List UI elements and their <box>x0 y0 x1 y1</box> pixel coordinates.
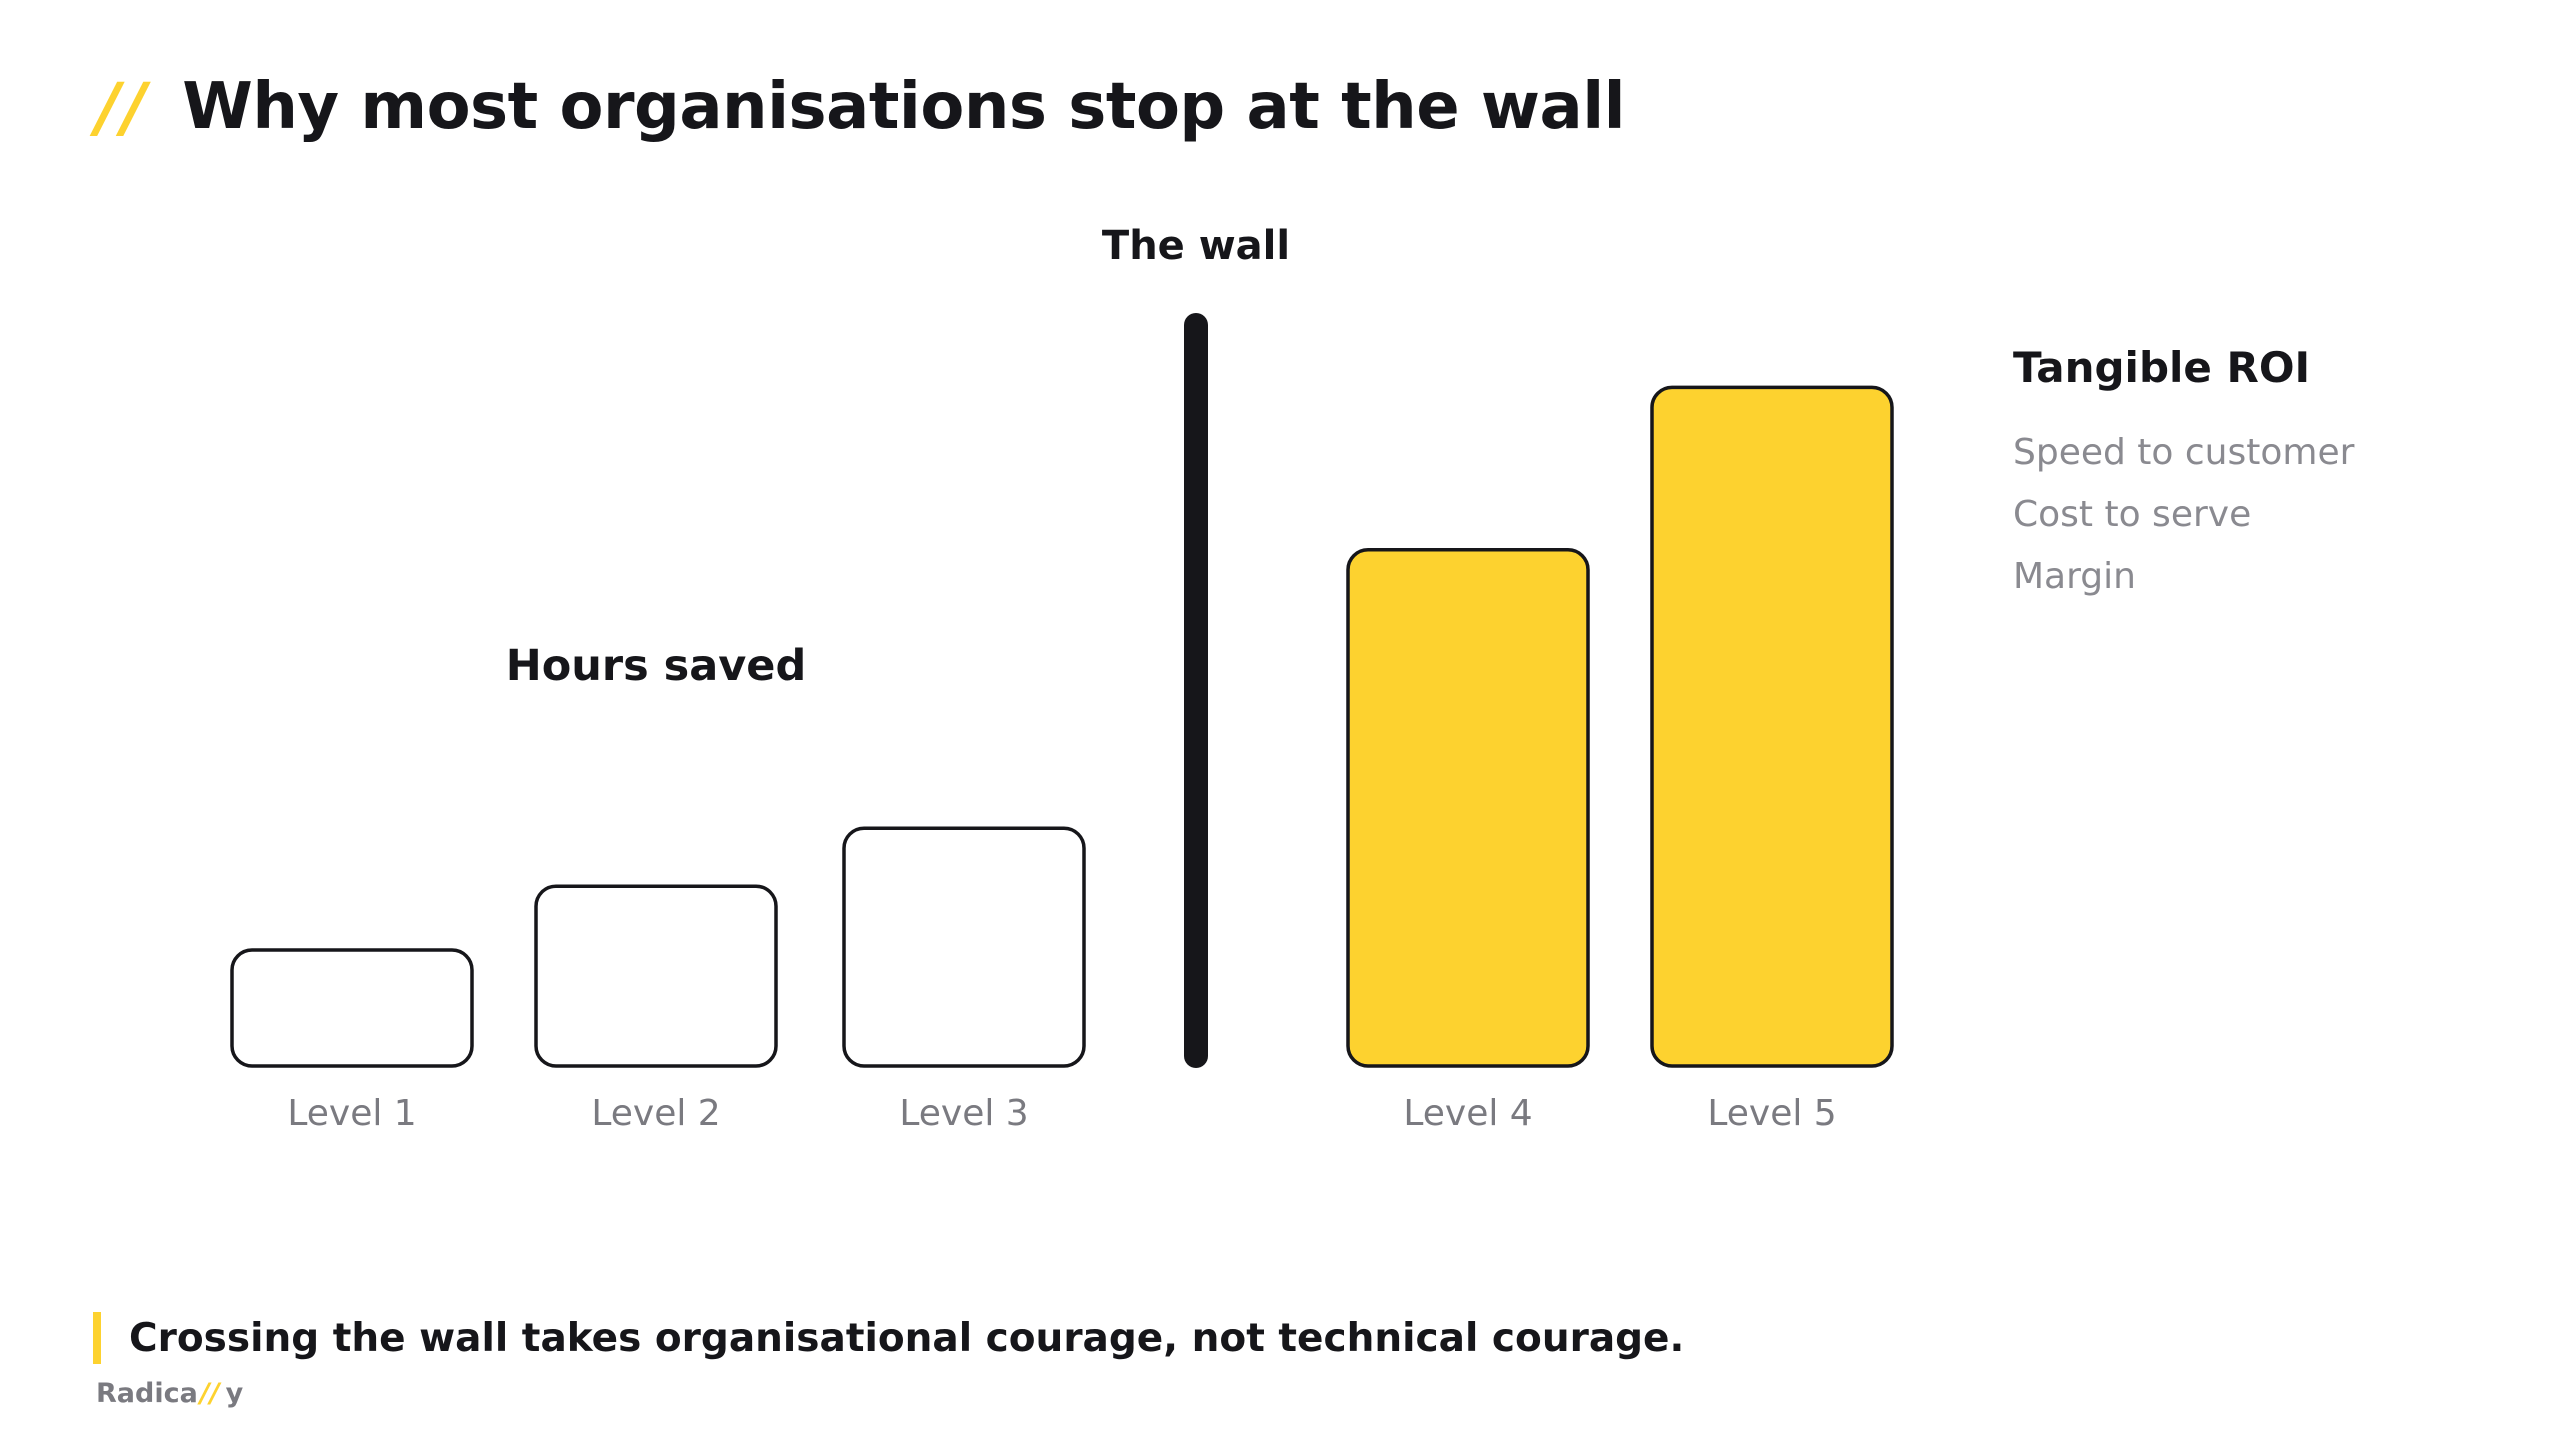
brand-logo: Radica // y <box>96 1378 243 1409</box>
roi-panel: Tangible ROI Speed to customer Cost to s… <box>2013 340 2354 608</box>
bar-level-4 <box>1346 548 1590 1068</box>
bar-level-5 <box>1650 385 1894 1068</box>
wall-divider <box>1184 313 1208 1068</box>
category-label-level-2: Level 2 <box>591 1093 720 1134</box>
quote-accent-bar <box>93 1312 101 1364</box>
slide-title-row: // Why most organisations stop at the wa… <box>96 62 1626 152</box>
category-label-level-1: Level 1 <box>287 1093 416 1134</box>
group-label-hours-saved: Hours saved <box>506 641 807 691</box>
roi-item-margin: Margin <box>2013 556 2136 597</box>
quote-text: Crossing the wall takes organisational c… <box>129 1315 1685 1361</box>
roi-heading: Tangible ROI <box>2013 343 2311 392</box>
category-label-level-3: Level 3 <box>899 1093 1028 1134</box>
logo-text-start: Radica <box>96 1378 198 1409</box>
wall-label: The wall <box>1102 223 1290 269</box>
category-label-level-5: Level 5 <box>1707 1093 1836 1134</box>
logo-slash-mark: // <box>199 1378 220 1409</box>
bar-level-3 <box>842 826 1086 1068</box>
bar-level-1 <box>230 948 474 1068</box>
bar-chart: Level 1 Level 2 Level 3 Level 4 Level 5 The … <box>230 223 1894 1134</box>
bars-layer <box>230 385 1894 1068</box>
roi-item-cost: Cost to serve <box>2013 494 2252 535</box>
footer-quote: Crossing the wall takes organisational c… <box>93 1312 1684 1364</box>
category-labels-layer: Level 1 Level 2 Level 3 Level 4 Level 5 <box>287 1093 1836 1134</box>
slide-title: Why most organisations stop at the wall <box>182 70 1626 144</box>
title-slash-mark: // <box>96 68 149 146</box>
roi-item-speed: Speed to customer <box>2013 432 2355 473</box>
bar-level-2 <box>534 884 778 1068</box>
logo-text-end: y <box>225 1378 244 1409</box>
category-label-level-4: Level 4 <box>1403 1093 1532 1134</box>
